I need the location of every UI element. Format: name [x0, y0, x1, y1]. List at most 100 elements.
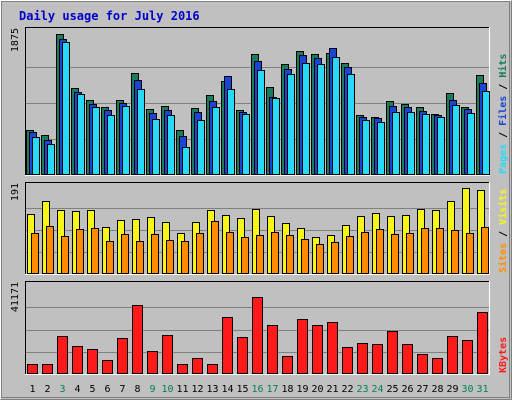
x-tick-label-day-28: 28 [431, 384, 443, 395]
bar-kbytes-day-8 [132, 305, 143, 374]
x-axis-tick-labels: 1 2 3 4 5 6 7 8 9 10 11 12 13 14 15 16 17 18 19 20 21 22 23 24 2… [29, 384, 488, 395]
bar-kbytes-day-24 [372, 344, 383, 374]
bar-kbytes-day-9 [147, 351, 158, 374]
legend-separator: / [498, 126, 509, 144]
bar-pages-day-17 [272, 98, 280, 175]
bar-kbytes-day-28 [432, 358, 443, 374]
bar-kbytes-day-4 [72, 346, 83, 374]
bar-sites-day-20 [316, 244, 324, 274]
bar-kbytes-day-19 [297, 319, 308, 374]
x-tick-label-day-27: 27 [416, 384, 428, 395]
bar-pages-day-24 [377, 122, 385, 175]
x-tick-label-day-20: 20 [311, 384, 323, 395]
bar-pages-day-9 [152, 119, 160, 175]
bar-sites-day-7 [121, 234, 129, 274]
bar-kbytes-day-17 [267, 325, 278, 374]
bar-pages-day-20 [317, 64, 325, 175]
x-tick-label-day-6: 6 [104, 384, 110, 395]
bar-pages-day-31 [482, 91, 490, 175]
bar-sites-day-28 [436, 228, 444, 274]
bar-sites-day-16 [256, 235, 264, 274]
x-tick-label-day-13: 13 [206, 384, 218, 395]
bar-sites-day-29 [451, 230, 459, 274]
bar-pages-day-6 [107, 115, 115, 175]
bar-kbytes-day-6 [102, 360, 113, 374]
legend-kbytes: KBytes [498, 337, 509, 373]
x-tick-label-day-30: 30 [461, 384, 473, 395]
bar-pages-day-13 [212, 107, 220, 175]
x-tick-label-day-1: 1 [29, 384, 35, 395]
legend-separator: / [498, 225, 509, 243]
bar-pages-day-18 [287, 74, 295, 175]
bar-pages-day-22 [347, 74, 355, 175]
bar-sites-day-2 [46, 226, 54, 274]
bar-sites-day-27 [421, 228, 429, 274]
bar-pages-day-26 [407, 112, 415, 175]
x-tick-label-day-4: 4 [74, 384, 80, 395]
bar-pages-day-25 [392, 112, 400, 175]
bar-sites-day-3 [61, 236, 69, 274]
y-max-label: 41171 [10, 282, 21, 312]
bar-kbytes-day-31 [477, 312, 488, 374]
x-tick-label-day-18: 18 [281, 384, 293, 395]
bar-pages-day-19 [302, 63, 310, 175]
x-tick-label-day-24: 24 [371, 384, 383, 395]
chart-panels: 1875 Pages / Files / Hits 191 Sites / Visit… [10, 27, 509, 375]
bar-sites-day-4 [76, 229, 84, 274]
x-tick-label-day-16: 16 [251, 384, 263, 395]
x-tick-label-day-12: 12 [191, 384, 203, 395]
bar-pages-day-29 [452, 105, 460, 175]
bar-sites-day-11 [181, 241, 189, 274]
x-tick-label-day-10: 10 [161, 384, 173, 395]
panel-kbytes: 41171 KBytes [10, 281, 509, 375]
bar-sites-day-23 [361, 232, 369, 274]
y-max-label: 191 [10, 183, 21, 201]
bar-kbytes-day-10 [162, 335, 173, 374]
bar-sites-day-22 [346, 236, 354, 274]
bar-kbytes-day-23 [357, 343, 368, 374]
bar-kbytes-day-22 [342, 347, 353, 374]
x-tick-label-day-17: 17 [266, 384, 278, 395]
bar-pages-day-5 [92, 107, 100, 175]
legend-files: Files [497, 96, 509, 126]
bar-pages-day-28 [437, 117, 445, 175]
bar-sites-day-18 [286, 235, 294, 274]
bar-sites-day-13 [211, 221, 219, 274]
bar-kbytes-day-30 [462, 340, 473, 374]
x-tick-label-day-31: 31 [476, 384, 488, 395]
bar-pages-day-30 [467, 113, 475, 175]
bar-sites-day-31 [481, 227, 489, 274]
bar-pages-day-8 [137, 89, 145, 175]
bar-kbytes-day-1 [27, 364, 38, 374]
bar-sites-day-25 [391, 234, 399, 274]
x-tick-label-day-26: 26 [401, 384, 413, 395]
chart-title: Daily usage for July 2016 [19, 9, 200, 23]
bar-kbytes-day-2 [42, 364, 53, 374]
bar-pages-day-21 [332, 57, 340, 175]
bar-kbytes-day-29 [447, 336, 458, 374]
bar-pages-day-11 [182, 147, 190, 175]
x-tick-label-day-21: 21 [326, 384, 338, 395]
bar-sites-day-24 [376, 229, 384, 274]
x-tick-label-day-15: 15 [236, 384, 248, 395]
bar-sites-day-26 [406, 233, 414, 274]
bar-kbytes-day-7 [117, 338, 128, 374]
bar-kbytes-day-20 [312, 325, 323, 374]
panel-visits-sites: 191 Sites / Visits [10, 182, 509, 275]
legend-sites: Sites [497, 243, 509, 273]
x-tick-label-day-9: 9 [149, 384, 155, 395]
legend-visits: Visits [497, 189, 509, 225]
legend-separator: / [498, 78, 509, 96]
panel-hits-files-pages: 1875 Pages / Files / Hits [10, 27, 509, 176]
bar-kbytes-day-21 [327, 322, 338, 374]
x-tick-label-day-5: 5 [89, 384, 95, 395]
bar-sites-day-17 [271, 232, 279, 274]
bar-sites-day-8 [136, 241, 144, 274]
bar-kbytes-day-12 [192, 358, 203, 374]
legend-hits: Hits [497, 54, 509, 78]
x-tick-label-day-23: 23 [356, 384, 368, 395]
bar-kbytes-day-25 [387, 331, 398, 374]
x-tick-label-day-2: 2 [44, 384, 50, 395]
bar-sites-day-6 [106, 241, 114, 274]
